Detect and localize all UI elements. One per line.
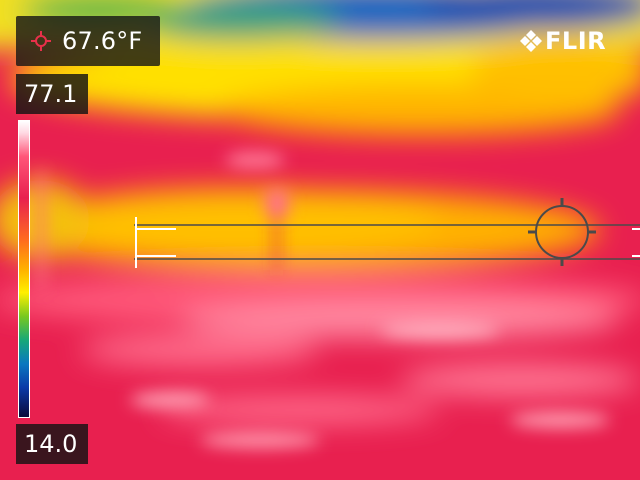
measurement-area-box[interactable] bbox=[134, 217, 640, 268]
spot-target-reticle[interactable] bbox=[528, 198, 596, 266]
